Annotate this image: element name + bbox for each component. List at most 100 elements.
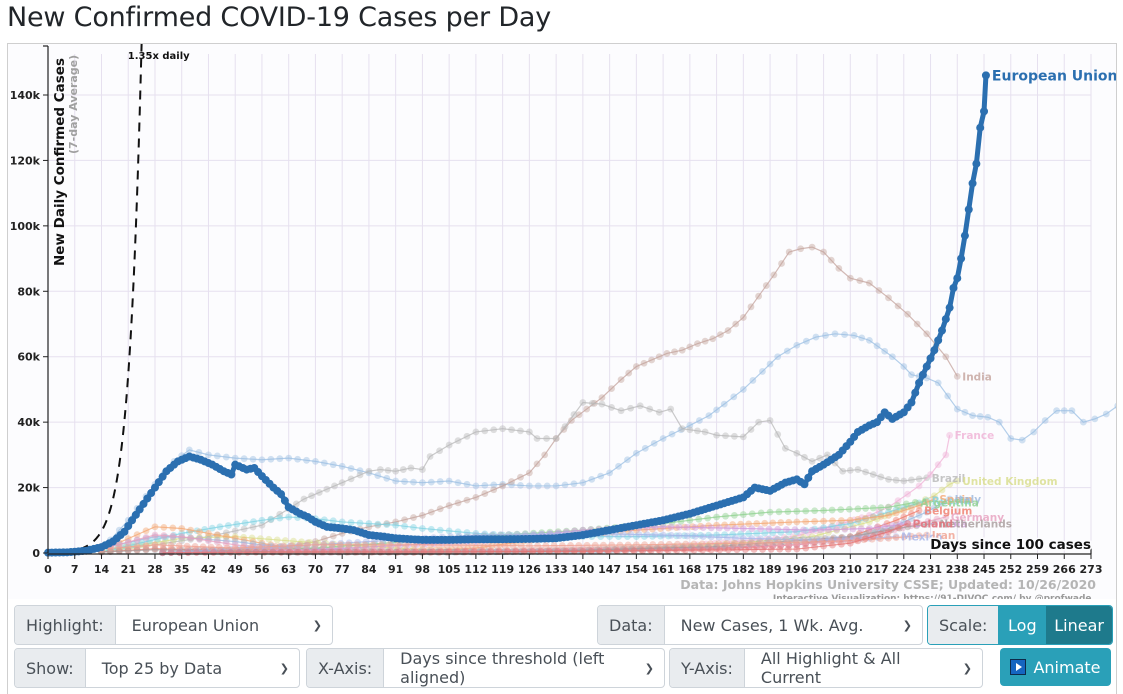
data-point [159,541,167,549]
data-point [377,541,385,549]
data-point [881,347,889,355]
data-point [715,524,723,532]
x-tick-label: 28 [147,563,162,576]
x-axis-control[interactable]: X-Axis: Days since threshold (left align… [306,648,665,688]
data-point [205,529,212,537]
data-point [472,428,480,436]
data-point [249,455,257,463]
x-tick-label: 91 [388,563,403,576]
data-point [560,547,567,555]
data-point [946,431,954,439]
animate-button[interactable]: Animate [1000,648,1111,686]
data-point [205,533,212,541]
data-point [892,534,900,542]
data-point [568,547,576,554]
data-point [784,545,792,553]
data-point [748,525,756,533]
series-label: Belgium [924,505,972,517]
data-point [445,527,453,535]
data-point [244,544,251,552]
data-point [279,542,287,550]
y-axis-control[interactable]: Y-Axis: All Highlight & All Current ❯ [669,648,983,688]
series-label: Argentina [920,497,979,509]
data-point [785,528,793,536]
data-point [869,471,877,478]
x-axis-select[interactable]: Days since threshold (left aligned) ❯ [384,649,664,687]
series-line [101,401,927,553]
data-point [570,480,578,488]
data-point [479,548,486,556]
data-point [827,538,835,545]
show-select[interactable]: Top 25 by Data ❯ [86,649,299,687]
data-point [575,541,583,549]
data-point [691,524,699,531]
data-point [160,532,168,539]
data-point [729,530,737,538]
y-tick-label: 20k [17,482,40,495]
data-point [616,541,624,549]
y-axis-select[interactable]: All Highlight & All Current ❯ [745,649,982,687]
data-point [657,541,665,548]
data-point [215,544,223,551]
data-point [436,478,444,485]
data-point [508,481,515,489]
data-point [866,518,873,526]
data-point [170,536,178,543]
data-point [249,523,257,531]
data-point [835,537,843,545]
data-point [499,425,507,433]
highlight-label: Highlight: [15,606,116,644]
data-point [908,371,915,379]
y-tick-label: 100k [10,220,41,233]
data-point [812,333,820,341]
data-point [904,490,912,498]
data-point [930,504,938,512]
series-label: European Union [992,68,1116,84]
data-point [715,533,723,541]
data-point [641,541,648,549]
data-point [915,378,924,387]
data-point [811,525,819,533]
data-point [570,411,578,418]
data-point [822,332,829,339]
series-line [47,75,989,556]
data-point [320,541,328,549]
data-point [892,516,900,524]
show-control[interactable]: Show: Top 25 by Data ❯ [14,648,300,688]
data-point [248,534,256,542]
data-point [374,472,382,479]
data-point [724,327,732,334]
data-point [146,537,154,545]
data-point [722,512,729,520]
data-point [252,544,260,552]
data-point [934,461,942,469]
data-select[interactable]: New Cases, 1 Wk. Avg. ❯ [665,606,922,644]
data-point [178,533,186,541]
data-point [877,530,885,538]
x-tick-label: 14 [94,563,110,576]
scale-log-button[interactable]: Log [998,606,1047,644]
data-point [926,354,935,363]
data-point [231,541,239,549]
data-point [240,536,248,544]
data-point [542,542,550,550]
data-point [792,538,800,546]
data-point [737,520,745,528]
data-point [913,522,920,530]
series-label: United Kingdom [962,476,1057,488]
data-point [386,547,394,555]
series-label: Poland [913,519,954,531]
scale-linear-button[interactable]: Linear [1046,606,1112,644]
data-point [583,541,591,549]
data-point [820,517,827,525]
data-control[interactable]: Data: New Cases, 1 Wk. Avg. ❯ [597,605,923,645]
data-point [942,513,950,521]
data-point [403,547,411,555]
highlight-control[interactable]: Highlight: European Union ❯ [14,605,333,645]
data-point [399,466,407,473]
data-point [793,545,801,553]
data-point [639,547,647,555]
data-point [930,520,938,527]
x-axis-value: Days since threshold (left aligned) [400,649,605,687]
highlight-select[interactable]: European Union ❯ [116,606,332,644]
